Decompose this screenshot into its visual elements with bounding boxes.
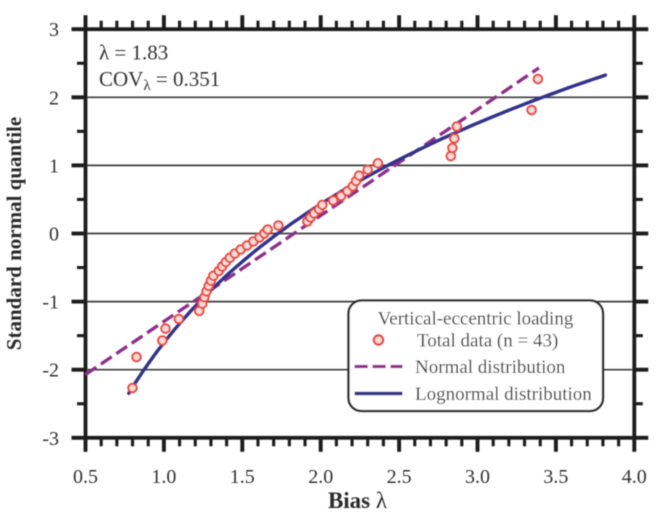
svg-text:0: 0 xyxy=(49,224,59,246)
svg-text:Total data (n = 43): Total data (n = 43) xyxy=(417,331,558,352)
svg-text:1: 1 xyxy=(49,155,59,177)
svg-text:4.0: 4.0 xyxy=(622,466,647,488)
svg-text:Standard normal quantile: Standard normal quantile xyxy=(2,117,26,350)
svg-text:-3: -3 xyxy=(42,428,59,450)
svg-text:Bias λ: Bias λ xyxy=(328,488,388,513)
svg-text:Lognormal distribution: Lognormal distribution xyxy=(415,384,592,405)
svg-text:COVλ = 0.351: COVλ = 0.351 xyxy=(99,67,220,94)
svg-text:2.0: 2.0 xyxy=(308,466,333,488)
svg-text:2.5: 2.5 xyxy=(387,466,412,488)
svg-text:-1: -1 xyxy=(42,292,59,314)
svg-text:Vertical-eccentric loading: Vertical-eccentric loading xyxy=(378,309,574,330)
svg-text:Normal distribution: Normal distribution xyxy=(415,357,566,378)
svg-text:3.0: 3.0 xyxy=(465,466,490,488)
svg-text:-2: -2 xyxy=(42,360,59,382)
svg-text:0.5: 0.5 xyxy=(73,466,98,488)
svg-text:1.0: 1.0 xyxy=(151,466,176,488)
svg-text:2: 2 xyxy=(49,87,59,109)
svg-text:3: 3 xyxy=(49,19,59,41)
svg-text:1.5: 1.5 xyxy=(230,466,255,488)
svg-text:3.5: 3.5 xyxy=(543,466,568,488)
svg-text:λ = 1.83: λ = 1.83 xyxy=(99,41,168,65)
